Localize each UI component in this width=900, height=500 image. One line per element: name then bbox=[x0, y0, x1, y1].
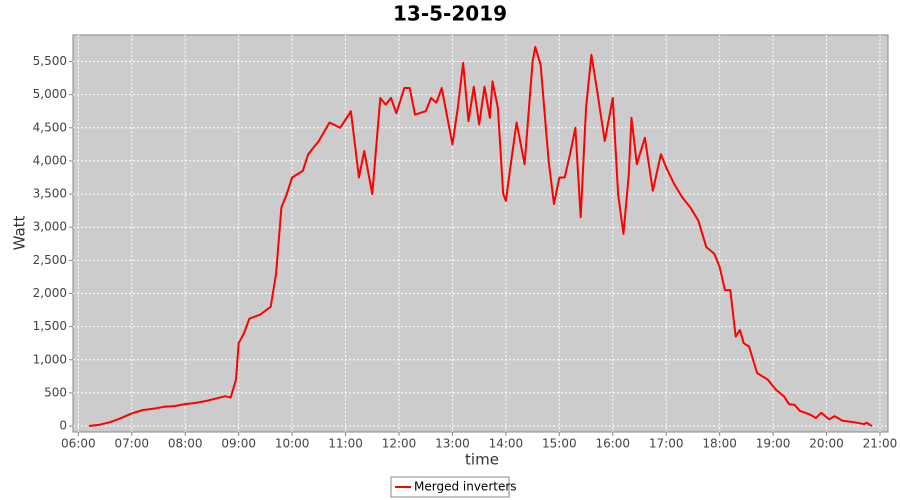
x-tick-label: 16:00 bbox=[595, 437, 630, 451]
y-tick-label: 500 bbox=[44, 385, 67, 399]
legend-label: Merged inverters bbox=[414, 480, 517, 494]
legend-box bbox=[390, 476, 510, 498]
y-tick-label: 5,500 bbox=[33, 54, 67, 68]
x-tick-label: 09:00 bbox=[221, 437, 256, 451]
x-tick-label: 14:00 bbox=[489, 437, 524, 451]
plot-area bbox=[72, 34, 889, 433]
y-tick-label: 3,500 bbox=[33, 187, 67, 201]
legend: Merged inverters bbox=[390, 476, 517, 498]
x-axis-label: time bbox=[465, 451, 499, 469]
x-tick-label: 20:00 bbox=[809, 437, 844, 451]
x-tick-label: 08:00 bbox=[168, 437, 203, 451]
y-tick-label: 1,000 bbox=[33, 352, 67, 366]
y-tick-label: 1,500 bbox=[33, 319, 67, 333]
x-tick-label: 07:00 bbox=[114, 437, 149, 451]
y-tick-label: 2,000 bbox=[33, 286, 67, 300]
y-tick-label: 3,000 bbox=[33, 220, 67, 234]
y-tick-label: 5,000 bbox=[33, 87, 67, 101]
x-tick-label: 21:00 bbox=[863, 437, 898, 451]
y-tick-label: 0 bbox=[59, 419, 67, 433]
y-axis-label: Watt bbox=[11, 215, 29, 250]
x-tick-label: 11:00 bbox=[328, 437, 363, 451]
x-tick-label: 17:00 bbox=[649, 437, 684, 451]
x-tick-label: 15:00 bbox=[542, 437, 577, 451]
y-tick-label: 2,500 bbox=[33, 253, 67, 267]
y-tick-label: 4,000 bbox=[33, 153, 67, 167]
x-tick-label: 18:00 bbox=[702, 437, 737, 451]
chart-title: 13-5-2019 bbox=[393, 2, 507, 26]
x-tick-label: 13:00 bbox=[435, 437, 470, 451]
data-line bbox=[88, 45, 873, 428]
x-tick-label: 19:00 bbox=[756, 437, 791, 451]
y-tick-label: 4,500 bbox=[33, 120, 67, 134]
x-tick-label: 10:00 bbox=[275, 437, 310, 451]
x-tick-label: 12:00 bbox=[382, 437, 417, 451]
x-tick-label: 06:00 bbox=[61, 437, 96, 451]
